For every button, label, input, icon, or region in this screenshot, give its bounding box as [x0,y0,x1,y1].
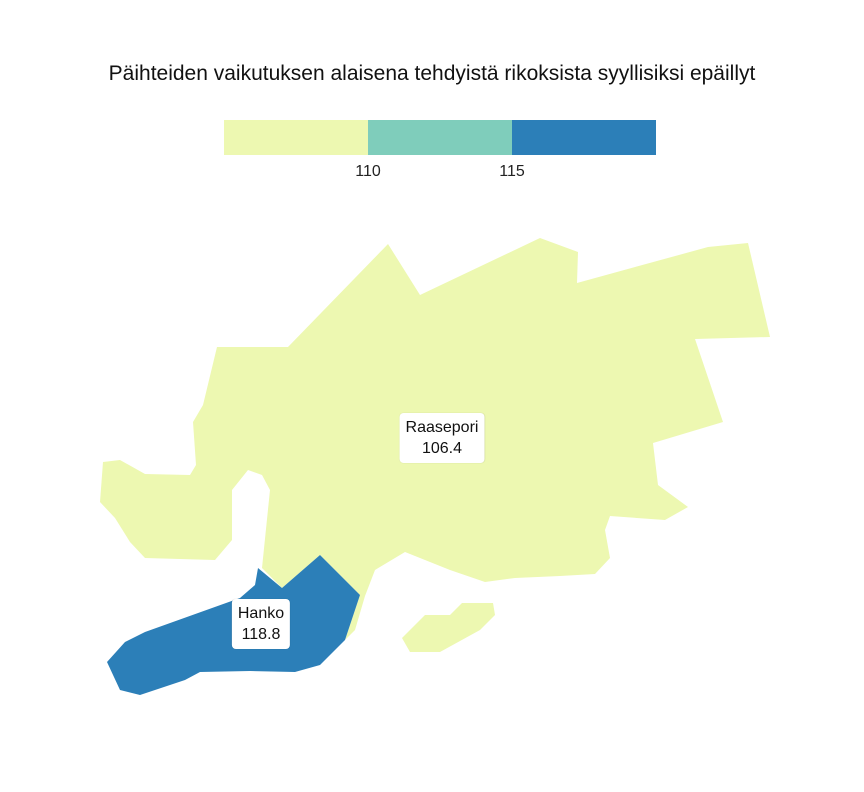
label-raasepori: Raasepori 106.4 [399,413,485,463]
legend-swatch-high [512,120,656,155]
legend: 110 115 [0,0,864,200]
label-raasepori-value: 106.4 [421,440,463,457]
raasepori-island[interactable] [402,603,495,652]
legend-tick-115: 115 [499,163,525,180]
label-raasepori-name: Raasepori [405,419,479,436]
legend-swatch-low [224,120,368,155]
legend-tick-110: 110 [355,163,381,180]
label-hanko: Hanko 118.8 [231,599,291,649]
label-hanko-value: 118.8 [241,626,281,643]
map-title: Päihteiden vaikutuksen alaisena tehdyist… [108,62,756,85]
legend-swatch-mid [368,120,512,155]
label-hanko-name: Hanko [237,605,285,622]
